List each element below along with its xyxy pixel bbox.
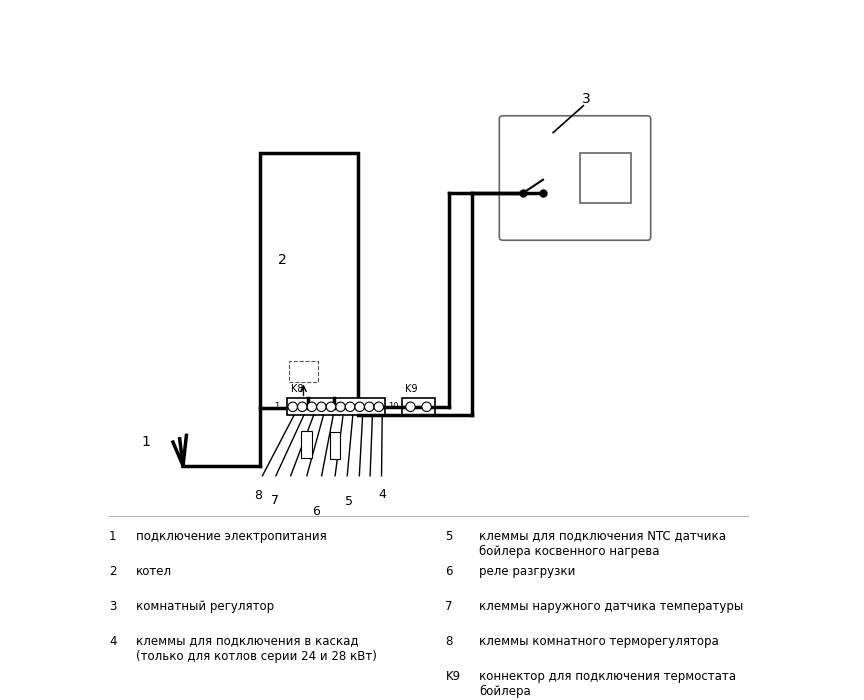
Circle shape bbox=[406, 402, 416, 412]
Text: 2: 2 bbox=[109, 565, 117, 578]
Text: 10: 10 bbox=[388, 402, 399, 412]
Text: клеммы комнатного терморегулятора: клеммы комнатного терморегулятора bbox=[480, 635, 719, 648]
Circle shape bbox=[307, 402, 316, 412]
Text: котел: котел bbox=[136, 565, 172, 578]
Circle shape bbox=[336, 402, 346, 412]
Text: 2: 2 bbox=[278, 253, 287, 267]
Text: 1: 1 bbox=[274, 402, 279, 412]
Text: 7: 7 bbox=[446, 600, 453, 612]
Circle shape bbox=[327, 402, 336, 412]
Circle shape bbox=[374, 402, 384, 412]
Text: коннектор для подключения термостата
бойлера: коннектор для подключения термостата бой… bbox=[480, 670, 736, 698]
Text: K8: K8 bbox=[290, 384, 303, 393]
Text: K9: K9 bbox=[405, 384, 417, 393]
Text: 6: 6 bbox=[446, 565, 453, 578]
Circle shape bbox=[297, 402, 307, 412]
FancyBboxPatch shape bbox=[260, 153, 358, 409]
Circle shape bbox=[346, 402, 355, 412]
Text: подключение электропитания: подключение электропитания bbox=[136, 530, 327, 542]
Text: 4: 4 bbox=[109, 635, 117, 648]
Text: 7: 7 bbox=[270, 494, 278, 508]
Text: 8: 8 bbox=[446, 635, 453, 648]
FancyBboxPatch shape bbox=[288, 398, 384, 415]
Text: клеммы для подключения NTC датчика
бойлера косвенного нагрева: клеммы для подключения NTC датчика бойле… bbox=[480, 530, 726, 558]
Text: 6: 6 bbox=[312, 505, 321, 518]
Circle shape bbox=[422, 402, 431, 412]
Text: клеммы для подключения в каскад
(только для котлов серии 24 и 28 кВт): клеммы для подключения в каскад (только … bbox=[136, 635, 377, 663]
Text: 5: 5 bbox=[345, 495, 353, 508]
Text: реле разгрузки: реле разгрузки bbox=[480, 565, 575, 578]
FancyBboxPatch shape bbox=[499, 116, 651, 240]
Text: 1: 1 bbox=[109, 530, 117, 542]
FancyBboxPatch shape bbox=[580, 153, 631, 203]
Text: K9: K9 bbox=[446, 670, 461, 682]
Text: комнатный регулятор: комнатный регулятор bbox=[136, 600, 274, 612]
FancyBboxPatch shape bbox=[402, 398, 435, 415]
Circle shape bbox=[365, 402, 374, 412]
Text: клеммы наружного датчика температуры: клеммы наружного датчика температуры bbox=[480, 600, 743, 612]
FancyBboxPatch shape bbox=[330, 432, 340, 459]
FancyBboxPatch shape bbox=[289, 360, 318, 382]
Text: 8: 8 bbox=[254, 489, 263, 503]
FancyBboxPatch shape bbox=[302, 430, 312, 458]
Text: 5: 5 bbox=[446, 530, 453, 542]
Text: 4: 4 bbox=[378, 488, 386, 501]
Circle shape bbox=[355, 402, 365, 412]
Text: 3: 3 bbox=[582, 92, 591, 106]
Circle shape bbox=[317, 402, 326, 412]
Text: 1: 1 bbox=[142, 435, 150, 449]
Circle shape bbox=[288, 402, 297, 412]
Text: 3: 3 bbox=[109, 600, 117, 612]
